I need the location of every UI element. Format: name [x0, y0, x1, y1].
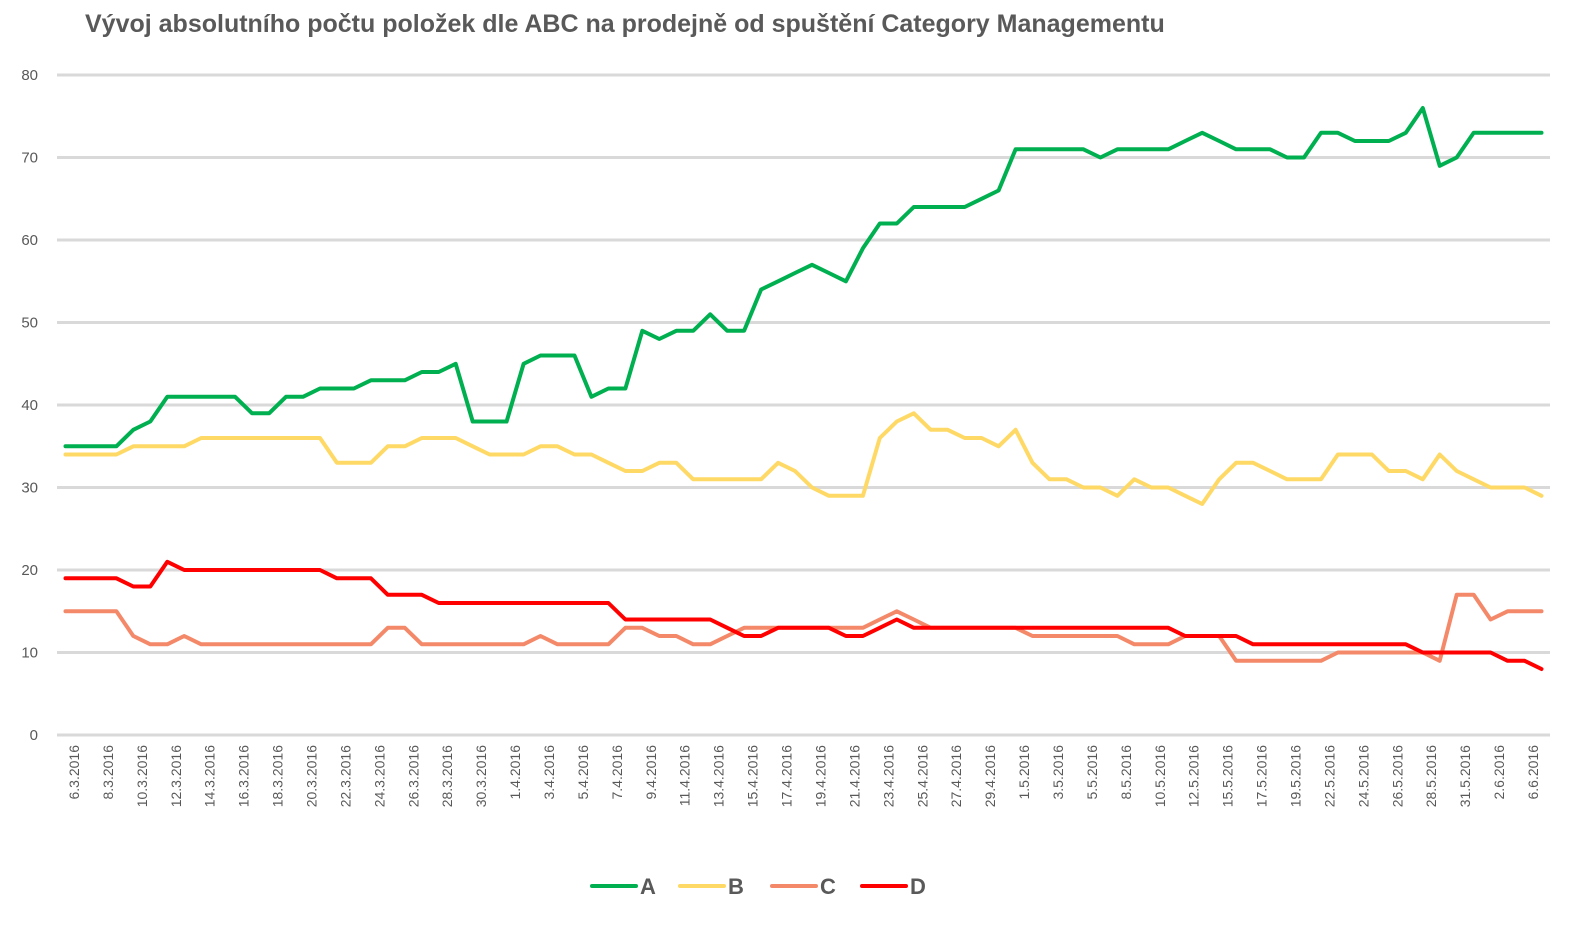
- y-tick-label: 80: [21, 67, 38, 84]
- legend-label-d: D: [910, 874, 926, 899]
- x-tick-label: 19.5.2016: [1288, 745, 1304, 807]
- x-tick-label: 29.4.2016: [982, 745, 998, 807]
- x-tick-label: 19.4.2016: [812, 745, 828, 807]
- legend-label-c: C: [820, 874, 836, 899]
- x-tick-label: 8.5.2016: [1118, 745, 1134, 800]
- x-tick-label: 25.4.2016: [914, 745, 930, 807]
- x-tick-label: 17.4.2016: [779, 745, 795, 807]
- x-tick-label: 15.5.2016: [1220, 745, 1236, 807]
- x-tick-label: 14.3.2016: [202, 745, 218, 807]
- x-tick-label: 16.3.2016: [236, 745, 252, 807]
- x-tick-label: 10.5.2016: [1152, 745, 1168, 807]
- x-tick-label: 6.6.2016: [1525, 745, 1541, 800]
- x-tick-label: 31.5.2016: [1457, 745, 1473, 807]
- x-tick-label: 22.5.2016: [1321, 745, 1337, 807]
- x-tick-label: 21.4.2016: [846, 745, 862, 807]
- x-tick-label: 3.4.2016: [541, 745, 557, 800]
- legend-label-b: B: [728, 874, 744, 899]
- x-tick-label: 26.3.2016: [405, 745, 421, 807]
- x-tick-label: 8.3.2016: [100, 745, 116, 800]
- x-tick-label: 5.5.2016: [1084, 745, 1100, 800]
- x-tick-label: 9.4.2016: [643, 745, 659, 800]
- legend-label-a: A: [640, 874, 656, 899]
- x-tick-label: 5.4.2016: [575, 745, 591, 800]
- y-tick-label: 0: [30, 727, 38, 744]
- x-tick-label: 24.5.2016: [1355, 745, 1371, 807]
- x-tick-label: 24.3.2016: [371, 745, 387, 807]
- series-line-b: [63, 411, 1544, 506]
- x-tick-label: 22.3.2016: [337, 745, 353, 807]
- x-tick-label: 1.4.2016: [507, 745, 523, 800]
- x-tick-label: 15.4.2016: [745, 745, 761, 807]
- y-tick-label: 40: [21, 397, 38, 414]
- y-tick-label: 60: [21, 232, 38, 249]
- x-tick-label: 1.5.2016: [1016, 745, 1032, 800]
- x-tick-label: 28.5.2016: [1423, 745, 1439, 807]
- y-tick-label: 10: [21, 645, 38, 662]
- series-line-a: [63, 106, 1544, 449]
- x-tick-label: 18.3.2016: [270, 745, 286, 807]
- y-tick-label: 50: [21, 315, 38, 332]
- x-tick-label: 11.4.2016: [677, 745, 693, 806]
- y-tick-label: 30: [21, 480, 38, 497]
- x-tick-label: 27.4.2016: [948, 745, 964, 807]
- x-tick-label: 3.5.2016: [1050, 745, 1066, 800]
- x-tick-label: 20.3.2016: [303, 745, 319, 807]
- x-tick-label: 30.3.2016: [473, 745, 489, 807]
- x-tick-label: 26.5.2016: [1389, 745, 1405, 807]
- x-tick-label: 13.4.2016: [711, 745, 727, 807]
- x-tick-label: 23.4.2016: [880, 745, 896, 807]
- y-tick-label: 20: [21, 562, 38, 579]
- legend: A B C D: [590, 874, 926, 899]
- x-tick-label: 17.5.2016: [1254, 745, 1270, 807]
- x-tick-label: 10.3.2016: [134, 745, 150, 807]
- x-tick-label: 12.5.2016: [1186, 745, 1202, 807]
- y-axis-ticks: 0 10 20 30 40 50 60 70 80: [21, 67, 38, 744]
- x-axis-ticks: 6.3.2016 8.3.2016 10.3.2016 12.3.2016 14.3.2…: [66, 745, 1541, 808]
- y-tick-label: 70: [21, 150, 38, 167]
- x-tick-label: 7.4.2016: [609, 745, 625, 800]
- x-tick-label: 6.3.2016: [66, 745, 82, 800]
- chart-title: Vývoj absolutního počtu položek dle ABC …: [85, 10, 1165, 38]
- series-lines: [63, 106, 1544, 671]
- x-tick-label: 28.3.2016: [439, 745, 455, 807]
- x-tick-label: 2.6.2016: [1491, 745, 1507, 800]
- x-tick-label: 12.3.2016: [168, 745, 184, 807]
- series-line-d: [63, 559, 1544, 671]
- gridlines: [57, 73, 1550, 737]
